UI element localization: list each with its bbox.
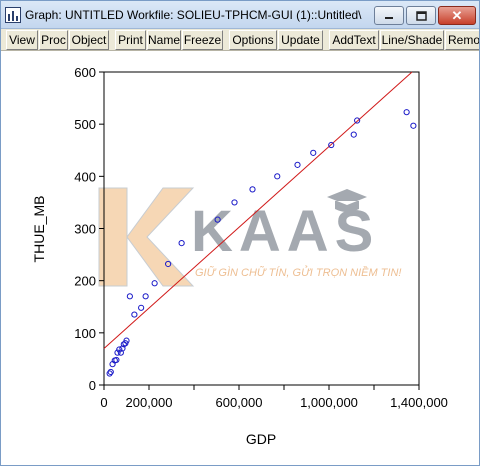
scatter-point	[249, 186, 256, 193]
scatter-point	[151, 280, 158, 287]
scatter-point	[117, 349, 124, 356]
y-axis-label: THUE_MB	[31, 196, 47, 263]
y-tick-label: 400	[74, 169, 96, 184]
close-icon: ✕	[451, 8, 463, 23]
freeze-button[interactable]: Freeze	[182, 30, 223, 50]
watermark-slogan: GIỮ GÌN CHỮ TÍN, GỬI TRỌN NIỀM TIN!	[195, 266, 401, 279]
scatter-point	[113, 356, 120, 364]
minimize-icon	[385, 16, 393, 19]
y-tick-label: 300	[74, 222, 96, 237]
scatter-point	[274, 173, 281, 180]
window-title: Graph: UNTITLED Workfile: SOLIEU-TPHCM-G…	[25, 8, 362, 22]
scatter-point	[178, 240, 185, 247]
watermark-logo-icon	[98, 187, 195, 287]
scatter-point	[354, 117, 361, 124]
scatter-point	[116, 346, 123, 353]
x-tick-label: 600,000	[216, 395, 263, 410]
close-button[interactable]: ✕	[438, 6, 476, 25]
x-axis-label: GDP	[246, 431, 276, 447]
scatter-point	[165, 260, 172, 268]
object-button[interactable]: Object	[69, 30, 109, 50]
print-button[interactable]: Print	[115, 30, 146, 50]
options-button[interactable]: Options	[229, 30, 277, 50]
y-tick-label: 200	[74, 274, 96, 289]
scatter-point	[126, 293, 133, 300]
addtext-button[interactable]: AddText	[329, 30, 379, 50]
y-tick-label: 500	[74, 117, 96, 132]
points-group	[106, 109, 417, 377]
scatter-point	[328, 141, 335, 149]
scatter-point	[114, 349, 121, 356]
y-axis: 0 100 200 300 400 500 600	[74, 65, 104, 393]
scatter-point	[107, 368, 114, 376]
proc-button[interactable]: Proc	[39, 30, 68, 50]
view-button[interactable]: View	[6, 30, 38, 50]
toolbar: View Proc Object Print Name Freeze Optio…	[1, 29, 479, 51]
update-button[interactable]: Update	[278, 30, 323, 50]
x-tick-label: 1,400,000	[390, 395, 448, 410]
scatter-point	[123, 337, 130, 344]
y-tick-label: 600	[74, 65, 96, 80]
x-tick-label: 200,000	[126, 395, 173, 410]
minimize-button[interactable]	[374, 6, 404, 25]
scatter-point	[350, 131, 357, 138]
y-tick-label: 100	[74, 326, 96, 341]
scatter-point	[142, 293, 149, 300]
scatter-point	[138, 304, 145, 311]
watermark: KAAS GIỮ GÌN CHỮ TÍN, GỬI TRỌN NIỀM TIN!	[98, 187, 401, 287]
remove-button[interactable]: Remo	[445, 30, 479, 50]
maximize-icon	[415, 10, 427, 21]
graduation-cap-icon	[327, 189, 367, 212]
x-tick-label: 1,000,000	[300, 395, 358, 410]
graph-icon	[5, 7, 21, 23]
scatter-point	[410, 122, 417, 129]
chart-area: KAAS GIỮ GÌN CHỮ TÍN, GỬI TRỌN NIỀM TIN!…	[1, 51, 479, 465]
scatter-point	[294, 161, 301, 168]
maximize-button[interactable]	[406, 6, 436, 25]
scatter-point	[231, 199, 238, 206]
scatter-chart: KAAS GIỮ GÌN CHỮ TÍN, GỬI TRỌN NIỀM TIN!…	[31, 65, 448, 447]
fit-line-group	[103, 71, 413, 349]
name-button[interactable]: Name	[147, 30, 181, 50]
scatter-point	[119, 345, 126, 352]
x-tick-label: 0	[100, 395, 107, 410]
scatter-point	[131, 311, 138, 318]
lineshade-button[interactable]: Line/Shade	[380, 30, 444, 50]
y-tick-label: 0	[89, 378, 96, 393]
regression-line	[103, 71, 413, 349]
x-axis: 0 200,000 600,000 1,000,000 1,400,000	[100, 385, 448, 410]
scatter-point	[310, 149, 317, 156]
title-bar[interactable]: Graph: UNTITLED Workfile: SOLIEU-TPHCM-G…	[1, 1, 479, 29]
scatter-point	[214, 216, 221, 223]
scatter-point	[403, 109, 410, 116]
scatter-point	[106, 370, 113, 377]
